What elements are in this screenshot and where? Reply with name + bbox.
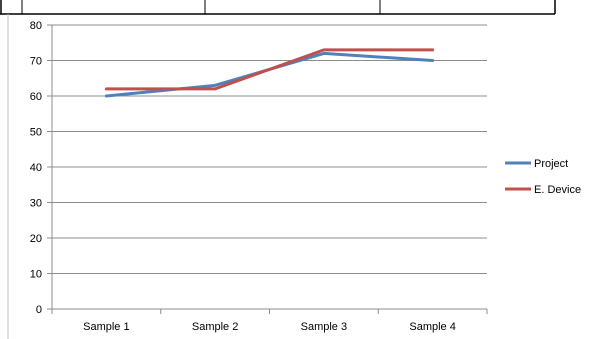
y-tick-label: 10 bbox=[30, 269, 42, 281]
y-axis-ticks: 0 10 20 30 40 50 60 70 80 bbox=[30, 20, 52, 316]
y-tick-label: 0 bbox=[36, 304, 42, 316]
x-tick-label: Sample 2 bbox=[192, 321, 238, 333]
y-tick-label: 60 bbox=[30, 91, 42, 103]
x-tick-label: Sample 3 bbox=[301, 321, 347, 333]
legend-item-e-device: E. Device bbox=[505, 184, 581, 196]
x-tick-label: Sample 1 bbox=[83, 321, 129, 333]
legend-label-e-device: E. Device bbox=[534, 184, 581, 196]
table-border-fragment bbox=[0, 0, 556, 339]
series-line-e-device bbox=[104, 48, 435, 91]
series-lines bbox=[104, 48, 435, 98]
x-tick-label: Sample 4 bbox=[409, 321, 455, 333]
legend-item-project: Project bbox=[505, 158, 568, 170]
y-tick-label: 30 bbox=[30, 198, 42, 210]
gridlines bbox=[52, 24, 487, 274]
y-tick-label: 70 bbox=[30, 56, 42, 68]
x-axis-ticks: Sample 1 Sample 2 Sample 3 Sample 4 bbox=[51, 309, 488, 333]
y-tick-label: 40 bbox=[30, 162, 42, 174]
y-tick-label: 50 bbox=[30, 127, 42, 139]
y-tick-label: 20 bbox=[30, 233, 42, 245]
legend: Project E. Device bbox=[505, 158, 581, 196]
legend-label-project: Project bbox=[534, 158, 568, 170]
y-tick-label: 80 bbox=[30, 20, 42, 32]
